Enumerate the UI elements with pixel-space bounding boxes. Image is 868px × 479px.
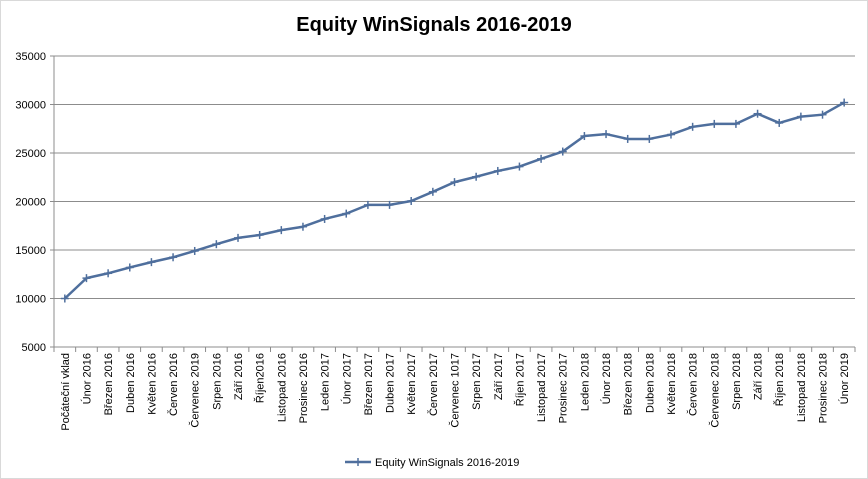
data-point — [428, 187, 437, 196]
y-tick-label: 5000 — [22, 342, 46, 354]
data-point — [775, 118, 784, 127]
data-point — [472, 172, 481, 181]
y-tick-label: 15000 — [15, 245, 46, 257]
data-point — [234, 233, 243, 242]
y-tick-label: 20000 — [15, 197, 46, 209]
x-tick-label: Červenec 2019 — [189, 353, 202, 428]
data-point — [731, 119, 740, 128]
data-point — [363, 200, 372, 209]
data-point — [125, 263, 134, 272]
x-tick-label: Prosinec 2018 — [818, 353, 830, 423]
x-axis: Počáteční vklad Únor 2016 Březen 2016 Duben… — [53, 347, 856, 431]
data-point — [537, 154, 546, 163]
data-point — [840, 98, 849, 107]
x-tick-label: Červen 2016 — [167, 353, 180, 416]
data-point — [623, 134, 632, 143]
data-point — [710, 119, 719, 128]
x-tick-label: Červen 2017 — [427, 353, 440, 416]
data-point — [104, 269, 113, 278]
data-point — [515, 162, 524, 171]
data-point — [580, 132, 589, 141]
data-point — [190, 246, 199, 255]
x-tick-label: Květen 2016 — [146, 353, 158, 415]
x-tick-label: Únor 2016 — [80, 353, 93, 404]
data-point — [342, 209, 351, 218]
gridlines — [54, 55, 855, 348]
data-point — [666, 130, 675, 139]
x-tick-label: Prosinec 2016 — [298, 353, 310, 423]
x-tick-label: Prosinec 2017 — [558, 353, 570, 423]
y-tick-label: 30000 — [15, 100, 46, 112]
data-point — [255, 230, 264, 239]
x-tick-label: Červenec 1017 — [449, 353, 462, 428]
x-tick-label: Listopad 2016 — [276, 353, 288, 422]
x-tick-label: Srpen 2017 — [471, 353, 483, 410]
x-tick-label: Únor 2019 — [838, 353, 851, 404]
x-tick-label: Duben 2017 — [385, 353, 397, 413]
x-tick-label: Únor 2017 — [340, 353, 353, 404]
series-group — [60, 98, 849, 303]
data-point — [60, 294, 69, 303]
x-tick-label: Duben 2018 — [644, 353, 656, 413]
x-tick-label: Počáteční vklad — [60, 353, 72, 431]
x-tick-label: Duben 2016 — [125, 353, 137, 413]
x-tick-label: Září 2016 — [233, 353, 245, 400]
data-point — [450, 178, 459, 187]
x-tick-label: Únor 2018 — [600, 353, 613, 404]
x-tick-label: Říjen 2017 — [513, 353, 526, 406]
x-tick-label: Říjen 2018 — [773, 353, 786, 406]
data-point — [212, 240, 221, 249]
x-tick-label: Květen 2017 — [406, 353, 418, 415]
data-point — [818, 110, 827, 119]
data-point — [688, 122, 697, 131]
data-point — [82, 274, 91, 283]
y-axis: 5000 10000 15000 20000 25000 30000 35000 — [15, 51, 55, 354]
x-tick-label: Srpen 2016 — [211, 353, 223, 410]
x-tick-label: Červen 2018 — [687, 353, 700, 416]
data-point — [298, 222, 307, 231]
data-point — [277, 226, 286, 235]
data-point — [493, 166, 502, 175]
data-point — [645, 134, 654, 143]
y-tick-label: 25000 — [15, 148, 46, 160]
data-point — [407, 197, 416, 206]
legend-label: Equity WinSignals 2016-2019 — [375, 457, 519, 469]
y-tick-label: 10000 — [15, 294, 46, 306]
series-line — [63, 101, 845, 300]
data-point — [558, 147, 567, 156]
x-tick-label: Listopad 2017 — [536, 353, 548, 422]
data-point — [147, 258, 156, 267]
x-tick-label: Březen 2017 — [363, 353, 375, 415]
x-tick-label: Září 2018 — [753, 353, 765, 400]
data-point — [320, 214, 329, 223]
x-tick-label: Červenec 2018 — [708, 353, 721, 428]
data-point — [169, 253, 178, 262]
y-tick-label: 35000 — [15, 51, 46, 63]
x-tick-label: Listopad 2018 — [796, 353, 808, 422]
x-tick-label: Leden 2017 — [320, 353, 332, 411]
data-point — [796, 112, 805, 121]
x-tick-label: Říjen2016 — [254, 353, 267, 403]
legend: Equity WinSignals 2016-2019 — [345, 457, 519, 469]
data-point — [385, 200, 394, 209]
x-tick-label: Květen 2018 — [666, 353, 678, 415]
x-tick-label: Srpen 2018 — [731, 353, 743, 410]
x-tick-label: Leden 2018 — [579, 353, 591, 411]
x-tick-label: Září 2017 — [493, 353, 505, 400]
data-point — [753, 109, 762, 118]
x-tick-label: Březen 2016 — [103, 353, 115, 415]
x-tick-label: Březen 2018 — [623, 353, 635, 415]
chart-title: Equity WinSignals 2016-2019 — [296, 14, 572, 36]
data-point — [602, 130, 611, 139]
